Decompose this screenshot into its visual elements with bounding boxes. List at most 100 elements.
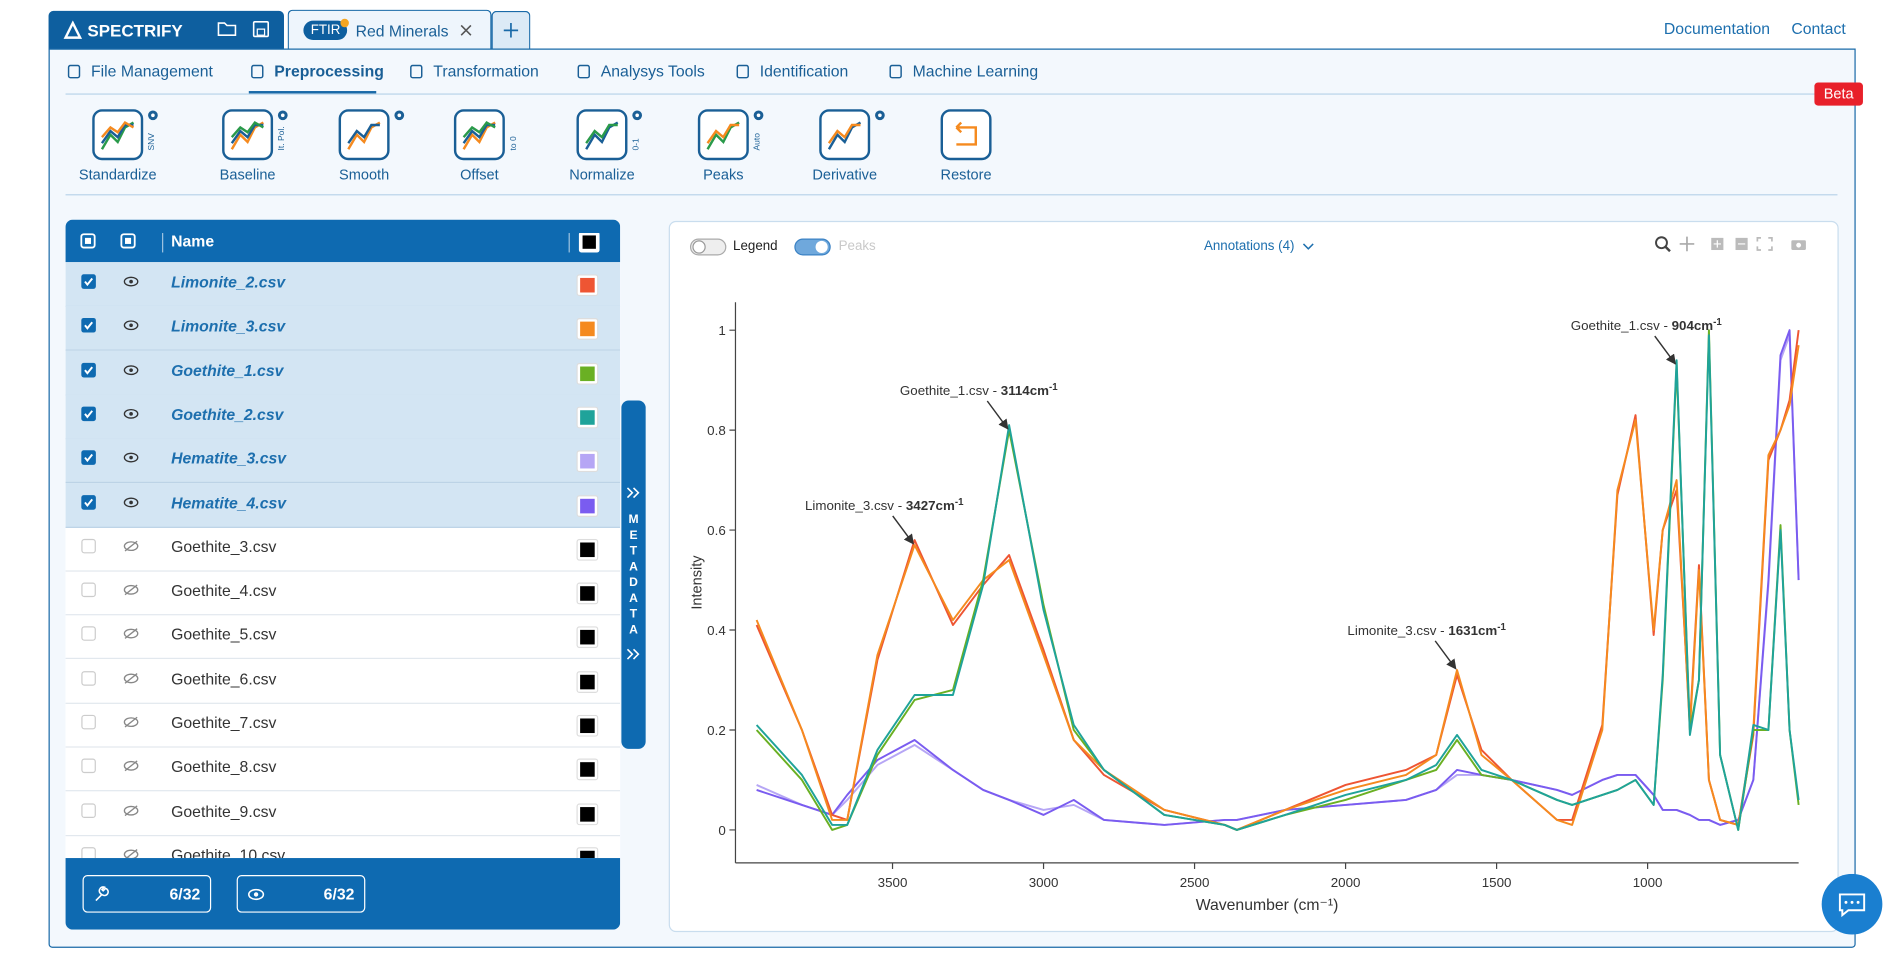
file-row[interactable]: Hematite_4.csv bbox=[65, 482, 621, 528]
tool-glyph bbox=[230, 120, 264, 138]
spectrum-line bbox=[755, 345, 1800, 831]
checkbox bbox=[81, 758, 96, 774]
eye bbox=[123, 276, 139, 287]
file-name: Limonite_3.csv bbox=[171, 317, 286, 336]
tool-frame bbox=[453, 109, 505, 161]
tool-label[interactable]: Baseline bbox=[219, 166, 276, 184]
file-icons[interactable] bbox=[217, 18, 278, 40]
tool-label[interactable]: Derivative bbox=[812, 166, 878, 184]
modebar[interactable] bbox=[1653, 234, 1811, 256]
chart-panel: Legend Peaks Annotations (4) 0 0.2 0.4 0.6 0… bbox=[668, 220, 1839, 933]
tool-label[interactable]: Standardize bbox=[78, 166, 157, 184]
tool-button[interactable] bbox=[221, 108, 274, 161]
file-row[interactable]: Goethite_8.csv bbox=[65, 747, 621, 792]
file-row[interactable]: Goethite_3.csv bbox=[65, 526, 621, 572]
color-swatch bbox=[576, 538, 599, 561]
header-link[interactable]: Contact bbox=[1791, 19, 1846, 38]
settings-icon bbox=[875, 110, 885, 121]
eye-off bbox=[123, 540, 139, 551]
pupil bbox=[129, 500, 133, 504]
checkbox bbox=[81, 582, 96, 598]
file-row[interactable]: Limonite_2.csv bbox=[65, 262, 621, 308]
file-row[interactable]: Goethite_1.csv bbox=[65, 350, 621, 396]
annotation-arrow bbox=[1654, 335, 1677, 365]
close-tab[interactable] bbox=[460, 24, 472, 36]
annotation: Limonite_3.csv - 3427cm-1 bbox=[805, 497, 964, 513]
tool-button[interactable] bbox=[575, 108, 628, 161]
tool-label[interactable]: Peaks bbox=[703, 166, 744, 184]
file-row[interactable]: Goethite_7.csv bbox=[65, 703, 621, 748]
icon-shape bbox=[67, 64, 81, 79]
file-row[interactable]: Goethite_2.csv bbox=[65, 394, 621, 440]
plus-icon bbox=[503, 23, 519, 38]
annotation-peak: 3427cm bbox=[906, 498, 955, 513]
file-row[interactable]: Hematite_3.csv bbox=[65, 438, 621, 484]
header-controls[interactable] bbox=[80, 233, 614, 253]
peaks-label: Peaks bbox=[838, 239, 876, 254]
nav-item[interactable]: Transformation bbox=[433, 61, 539, 81]
peaks-toggle[interactable] bbox=[794, 238, 833, 257]
swatch bbox=[580, 498, 595, 513]
settings-icon bbox=[753, 110, 764, 121]
visible-count[interactable]: 6/32 bbox=[236, 875, 366, 913]
file-row[interactable]: Goethite_9.csv bbox=[65, 791, 621, 836]
nav-item[interactable]: Machine Learning bbox=[912, 61, 1039, 81]
row-controls bbox=[81, 626, 139, 642]
nav-item[interactable]: Preprocessing bbox=[274, 61, 384, 81]
annotation-unit: -1 bbox=[1713, 317, 1722, 328]
row-controls bbox=[81, 362, 139, 377]
tool-button[interactable] bbox=[818, 108, 871, 161]
header-link[interactable]: Documentation bbox=[1663, 19, 1771, 38]
tool-button[interactable] bbox=[939, 108, 992, 161]
file-row[interactable]: Goethite_4.csv bbox=[65, 571, 621, 616]
restore-glyph bbox=[955, 121, 977, 146]
annotations-menu[interactable]: Annotations (4) bbox=[1203, 239, 1295, 254]
tool-label[interactable]: Normalize bbox=[569, 166, 635, 184]
legend-toggle[interactable] bbox=[689, 238, 728, 257]
add-tab[interactable] bbox=[491, 10, 531, 50]
eye bbox=[123, 364, 139, 375]
y-tick-label: 0.2 bbox=[707, 723, 726, 738]
row-controls bbox=[81, 846, 139, 859]
file-name: Goethite_4.csv bbox=[171, 581, 277, 600]
tool-button[interactable] bbox=[453, 108, 506, 161]
document-tab[interactable]: FTIR Red Minerals bbox=[287, 9, 492, 51]
annotation-arrow bbox=[892, 515, 914, 545]
tab-badge: FTIR bbox=[303, 20, 348, 41]
checkmark bbox=[84, 498, 93, 507]
tool-button[interactable] bbox=[697, 108, 750, 161]
swatch bbox=[580, 410, 595, 425]
tool-label[interactable]: Smooth bbox=[338, 166, 390, 184]
eye-off bbox=[123, 761, 139, 772]
tool-button[interactable] bbox=[91, 108, 144, 161]
gear-hole bbox=[151, 113, 155, 118]
tool-label[interactable]: Offset bbox=[460, 166, 499, 184]
nav-item[interactable]: File Management bbox=[91, 61, 213, 81]
file-row[interactable]: Goethite_5.csv bbox=[65, 615, 621, 660]
color-swatch bbox=[576, 406, 599, 429]
spectrum-line bbox=[755, 329, 1800, 831]
row-controls bbox=[81, 714, 139, 730]
eye bbox=[123, 408, 139, 419]
tool-label[interactable]: Restore bbox=[940, 166, 992, 184]
nav-item[interactable]: Analysys Tools bbox=[600, 61, 705, 81]
checkmark bbox=[84, 321, 93, 331]
checkmark bbox=[84, 454, 93, 463]
file-row[interactable]: Goethite_6.csv bbox=[65, 659, 621, 704]
eye-off bbox=[123, 717, 139, 728]
file-row[interactable]: Limonite_3.csv bbox=[65, 306, 621, 352]
checkbox bbox=[81, 538, 96, 554]
chat-button[interactable] bbox=[1820, 873, 1883, 937]
selected-count[interactable]: 6/32 bbox=[82, 875, 212, 913]
column-name: Name bbox=[171, 231, 215, 251]
file-row[interactable]: Goethite_10.csv bbox=[66, 835, 621, 859]
row-controls bbox=[81, 758, 139, 774]
brand: SPECTRIFY bbox=[87, 20, 183, 41]
tool-tag: SNV bbox=[148, 133, 157, 151]
nav-item[interactable]: Identification bbox=[759, 61, 849, 81]
tool-button[interactable] bbox=[337, 108, 390, 161]
file-name: Goethite_8.csv bbox=[171, 757, 277, 776]
swatch bbox=[580, 542, 595, 557]
